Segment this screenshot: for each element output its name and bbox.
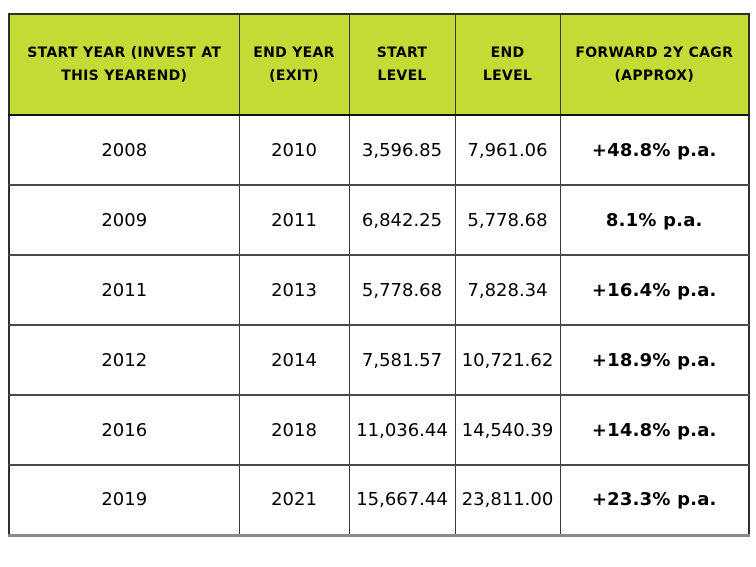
col-header-start-level: START LEVEL [348,13,456,116]
col-header-start-level-label: START LEVEL [376,45,428,84]
cell-start-level: 7,581.57 [348,324,456,396]
cell-start-year: 2016 [8,394,240,466]
cell-start-year: 2008 [8,114,240,186]
cell-end-year: 2021 [238,464,350,536]
cell-start-level: 6,842.25 [348,184,456,256]
table-row: 2009 2011 6,842.25 5,778.68 8.1% p.a. [8,184,750,256]
col-header-forward-cagr-label: FORWARD 2Y CAGR (APPROX) [575,45,734,84]
cell-end-year: 2010 [238,114,350,186]
cell-start-level: 15,667.44 [348,464,456,536]
cell-end-level: 10,721.62 [454,324,561,396]
cell-start-level: 11,036.44 [348,394,456,466]
cell-forward-cagr: +14.8% p.a. [559,394,750,466]
col-header-end-year-label: END YEAR (EXIT) [253,45,335,84]
cell-forward-cagr: +18.9% p.a. [559,324,750,396]
cell-forward-cagr: +48.8% p.a. [559,114,750,186]
cell-end-year: 2018 [238,394,350,466]
cell-start-level: 5,778.68 [348,254,456,326]
cell-end-level: 5,778.68 [454,184,561,256]
header-row: START YEAR (INVEST AT THIS YEAREND) END … [8,13,750,116]
cell-end-level: 23,811.00 [454,464,561,536]
cell-start-year: 2011 [8,254,240,326]
cell-end-level: 7,828.34 [454,254,561,326]
table-row: 2012 2014 7,581.57 10,721.62 +18.9% p.a. [8,324,750,396]
cell-start-year: 2012 [8,324,240,396]
cell-end-level: 14,540.39 [454,394,561,466]
cell-end-level: 7,961.06 [454,114,561,186]
cell-end-year: 2013 [238,254,350,326]
cell-forward-cagr: 8.1% p.a. [559,184,750,256]
cell-start-level: 3,596.85 [348,114,456,186]
col-header-end-level-label: END LEVEL [482,45,533,84]
table-row: 2019 2021 15,667.44 23,811.00 +23.3% p.a… [8,464,750,536]
cell-end-year: 2011 [238,184,350,256]
col-header-end-level: END LEVEL [454,13,561,116]
cell-end-year: 2014 [238,324,350,396]
col-header-forward-cagr: FORWARD 2Y CAGR (APPROX) [559,13,750,116]
cell-start-year: 2019 [8,464,240,536]
col-header-end-year: END YEAR (EXIT) [238,13,350,116]
table-row: 2011 2013 5,778.68 7,828.34 +16.4% p.a. [8,254,750,326]
col-header-start-year-label: START YEAR (INVEST AT THIS YEAREND) [27,45,222,84]
table-row: 2016 2018 11,036.44 14,540.39 +14.8% p.a… [8,394,750,466]
col-header-start-year: START YEAR (INVEST AT THIS YEAREND) [8,13,240,116]
cell-start-year: 2009 [8,184,240,256]
table-row: 2008 2010 3,596.85 7,961.06 +48.8% p.a. [8,114,750,186]
forward-cagr-table: START YEAR (INVEST AT THIS YEAREND) END … [8,13,750,537]
cell-forward-cagr: +23.3% p.a. [559,464,750,536]
cell-forward-cagr: +16.4% p.a. [559,254,750,326]
